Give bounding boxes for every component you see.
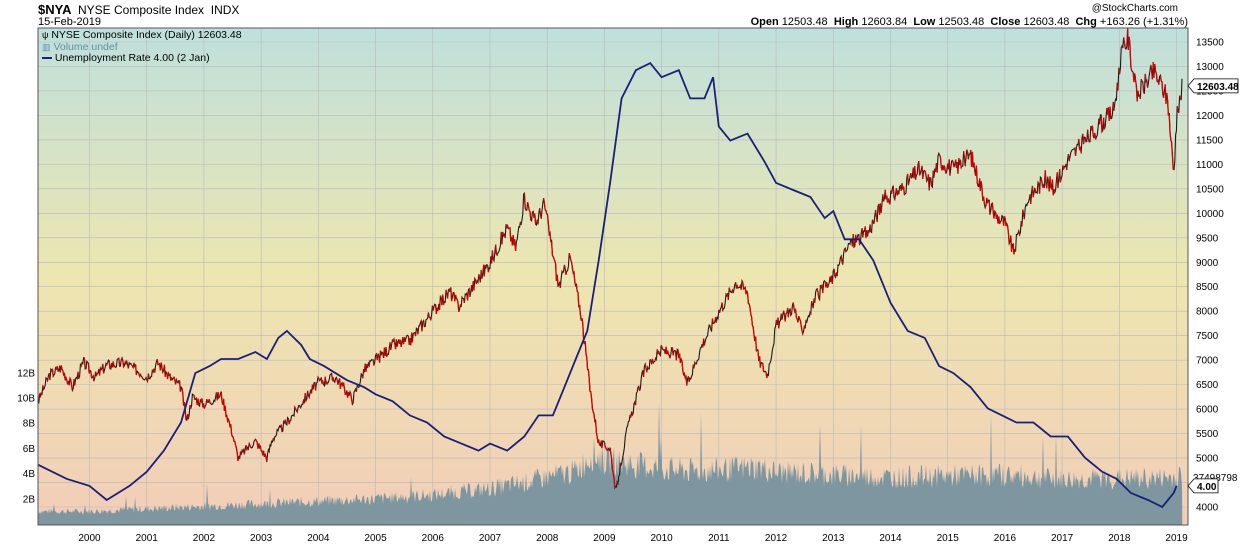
x-tick-label: 2009 xyxy=(593,533,616,544)
price-series xyxy=(38,28,1183,490)
chart-legend: ψ NYSE Composite Index (Daily) 12603.48 … xyxy=(42,29,242,65)
x-tick-label: 2008 xyxy=(536,533,559,544)
x-tick-label: 2003 xyxy=(250,533,273,544)
left-tick-label: 2B xyxy=(23,494,36,505)
chart-header: $NYA NYSE Composite Index INDX 15-Feb-20… xyxy=(0,0,1240,28)
right-tick-label: 8500 xyxy=(1196,282,1219,293)
right-tick-label: 10500 xyxy=(1196,184,1224,195)
unemployment-series xyxy=(38,61,1178,509)
x-tick-label: 2018 xyxy=(1108,533,1131,544)
high-label: High xyxy=(833,16,859,28)
exchange-label: INDX xyxy=(210,3,240,17)
volume-badge: 37498798 xyxy=(1193,473,1238,484)
index-name: NYSE Composite Index INDX xyxy=(78,3,239,17)
close-value: 12603.48 xyxy=(1023,16,1070,28)
plot-background xyxy=(38,28,1188,525)
volume-icon: ▥ xyxy=(42,41,51,52)
open-label: Open xyxy=(750,16,779,28)
x-tick-label: 2000 xyxy=(78,533,101,544)
x-tick-label: 2015 xyxy=(937,533,960,544)
legend-price-label: NYSE Composite Index (Daily) 12603.48 xyxy=(51,29,242,41)
line-swatch-icon xyxy=(42,57,52,60)
x-tick-label: 2017 xyxy=(1051,533,1074,544)
right-tick-label: 5500 xyxy=(1196,429,1219,440)
legend-price: ψ NYSE Composite Index (Daily) 12603.48 xyxy=(42,29,242,42)
x-tick-label: 2002 xyxy=(193,533,216,544)
quote-bar: Open 12503.48 High 12603.84 Low 12503.48… xyxy=(751,16,1188,28)
ohlc-icon: ψ xyxy=(42,30,49,40)
symbol-label: $NYA xyxy=(38,2,72,17)
unemployment-line xyxy=(38,61,1178,509)
volume-area xyxy=(38,401,1183,525)
x-tick-label: 2001 xyxy=(136,533,159,544)
chart-date: 15-Feb-2019 xyxy=(38,16,101,28)
right-tick-label: 4000 xyxy=(1196,503,1219,514)
unemployment-badge-text: 4.00 xyxy=(1197,482,1217,493)
x-tick-label: 2004 xyxy=(307,533,330,544)
right-tick-label: 6000 xyxy=(1196,405,1219,416)
left-axis: 12B 10B 8B 6B 4B 2B xyxy=(17,368,35,505)
price-badge-box xyxy=(1187,78,1239,94)
x-tick-label: 2011 xyxy=(708,533,730,544)
x-tick-label: 2007 xyxy=(479,533,502,544)
right-tick-label: 12000 xyxy=(1196,111,1224,122)
volume-fill xyxy=(38,401,1183,525)
chg-value: +163.26 (+1.31%) xyxy=(1099,16,1188,28)
unemployment-badge-box xyxy=(1187,478,1219,494)
x-tick-label: 2006 xyxy=(422,533,445,544)
credit-label: @StockCharts.com xyxy=(1092,3,1178,14)
price-badge: 12603.48 xyxy=(1187,78,1239,94)
legend-volume-label: Volume undef xyxy=(53,40,118,53)
credit-text: @StockCharts.com xyxy=(1091,3,1178,14)
right-tick-label: 7000 xyxy=(1196,356,1219,367)
x-axis: 2000 2001 2002 2003 2004 2005 2006 2007 2008 2009… xyxy=(78,533,1188,544)
x-tick-label: 2010 xyxy=(651,533,674,544)
low-label: Low xyxy=(913,16,936,28)
unemployment-badge: 4.00 xyxy=(1187,478,1219,494)
close-label: Close xyxy=(990,16,1021,28)
price-badge-text: 12603.48 xyxy=(1197,82,1239,93)
plot-frame xyxy=(37,27,1189,526)
x-tick-label: 2016 xyxy=(994,533,1017,544)
right-axis: 1350013000125001200011500110001050010000… xyxy=(1196,38,1224,514)
legend-volume: ▥ Volume undef xyxy=(42,40,242,54)
left-tick-label: 6B xyxy=(23,444,36,455)
right-tick-label: 11000 xyxy=(1196,160,1224,171)
index-title: NYSE Composite Index xyxy=(78,3,205,17)
right-tick-label: 13000 xyxy=(1196,62,1224,73)
grid xyxy=(38,28,1188,525)
legend-unemployment-label: Unemployment Rate 4.00 (2 Jan) xyxy=(54,52,210,64)
right-tick-label: 6500 xyxy=(1196,380,1219,391)
right-tick-label: 9500 xyxy=(1196,233,1219,244)
right-tick-label: 5000 xyxy=(1196,454,1219,465)
x-tick-label: 2019 xyxy=(1165,533,1188,544)
chg-label: Chg xyxy=(1075,16,1097,28)
right-tick-label: 13500 xyxy=(1196,38,1224,49)
legend-unemployment: Unemployment Rate 4.00 (2 Jan) xyxy=(42,52,242,65)
right-tick-label: 8000 xyxy=(1196,307,1219,318)
left-tick-label: 4B xyxy=(23,469,36,480)
x-tick-label: 2013 xyxy=(822,533,845,544)
x-tick-label: 2005 xyxy=(364,533,387,544)
right-tick-label: 10000 xyxy=(1196,209,1224,220)
price-down-bars xyxy=(38,28,1182,488)
high-value: 12603.84 xyxy=(861,16,908,28)
right-tick-label: 7500 xyxy=(1196,331,1219,342)
right-tick-label: 11500 xyxy=(1196,135,1224,146)
x-tick-label: 2014 xyxy=(879,533,902,544)
left-tick-label: 8B xyxy=(23,419,36,430)
open-value: 12503.48 xyxy=(781,16,828,28)
low-value: 12503.48 xyxy=(938,16,985,28)
x-tick-label: 2012 xyxy=(765,533,788,544)
left-tick-label: 12B xyxy=(17,368,35,379)
left-tick-label: 10B xyxy=(17,394,35,405)
right-tick-label: 9000 xyxy=(1196,258,1219,269)
